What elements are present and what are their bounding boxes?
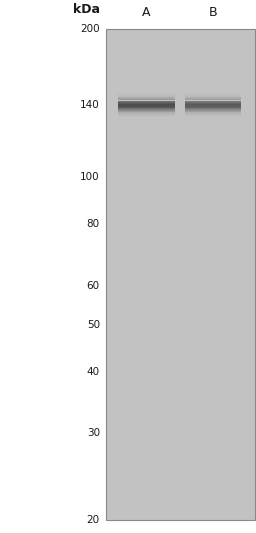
Bar — [118, 111, 175, 112]
Bar — [118, 116, 175, 117]
Bar — [185, 109, 241, 110]
Bar — [185, 106, 241, 107]
Bar — [118, 100, 175, 101]
Bar — [118, 102, 175, 103]
Bar — [185, 115, 241, 116]
Bar — [118, 113, 175, 114]
Text: B: B — [209, 6, 217, 19]
Bar — [185, 99, 241, 100]
Bar — [118, 112, 175, 113]
Bar — [185, 104, 241, 105]
Text: 200: 200 — [80, 25, 100, 34]
Text: 140: 140 — [80, 100, 100, 110]
Bar — [118, 94, 175, 95]
Bar — [185, 111, 241, 112]
Bar — [185, 113, 241, 114]
Text: 40: 40 — [87, 367, 100, 377]
Bar — [185, 103, 241, 104]
Bar — [118, 103, 175, 104]
Bar — [185, 96, 241, 98]
Bar — [185, 114, 241, 115]
Bar — [118, 95, 175, 96]
Text: 30: 30 — [87, 429, 100, 438]
Bar — [118, 96, 175, 98]
Bar — [185, 102, 241, 103]
Bar — [185, 100, 241, 101]
Bar — [185, 116, 241, 117]
Bar — [185, 95, 241, 96]
Bar — [185, 94, 241, 95]
Bar — [118, 114, 175, 115]
Bar — [118, 115, 175, 116]
Bar — [118, 101, 175, 102]
Bar — [118, 93, 175, 94]
Text: 20: 20 — [87, 515, 100, 524]
Bar — [185, 93, 241, 94]
Bar — [185, 112, 241, 113]
Bar — [118, 107, 175, 108]
Text: 100: 100 — [80, 172, 100, 182]
Bar — [185, 108, 241, 109]
Bar — [118, 99, 175, 100]
Bar — [185, 101, 241, 102]
Bar — [118, 98, 175, 99]
Bar — [118, 109, 175, 110]
Text: A: A — [142, 6, 151, 19]
Bar — [118, 104, 175, 105]
Text: kDa: kDa — [73, 3, 100, 16]
Bar — [185, 98, 241, 99]
Bar — [185, 107, 241, 108]
Bar — [118, 110, 175, 111]
Text: 80: 80 — [87, 220, 100, 229]
Bar — [118, 108, 175, 109]
Text: 60: 60 — [87, 281, 100, 290]
Bar — [118, 106, 175, 107]
Bar — [106, 29, 255, 520]
Bar — [185, 110, 241, 111]
Text: 50: 50 — [87, 320, 100, 329]
